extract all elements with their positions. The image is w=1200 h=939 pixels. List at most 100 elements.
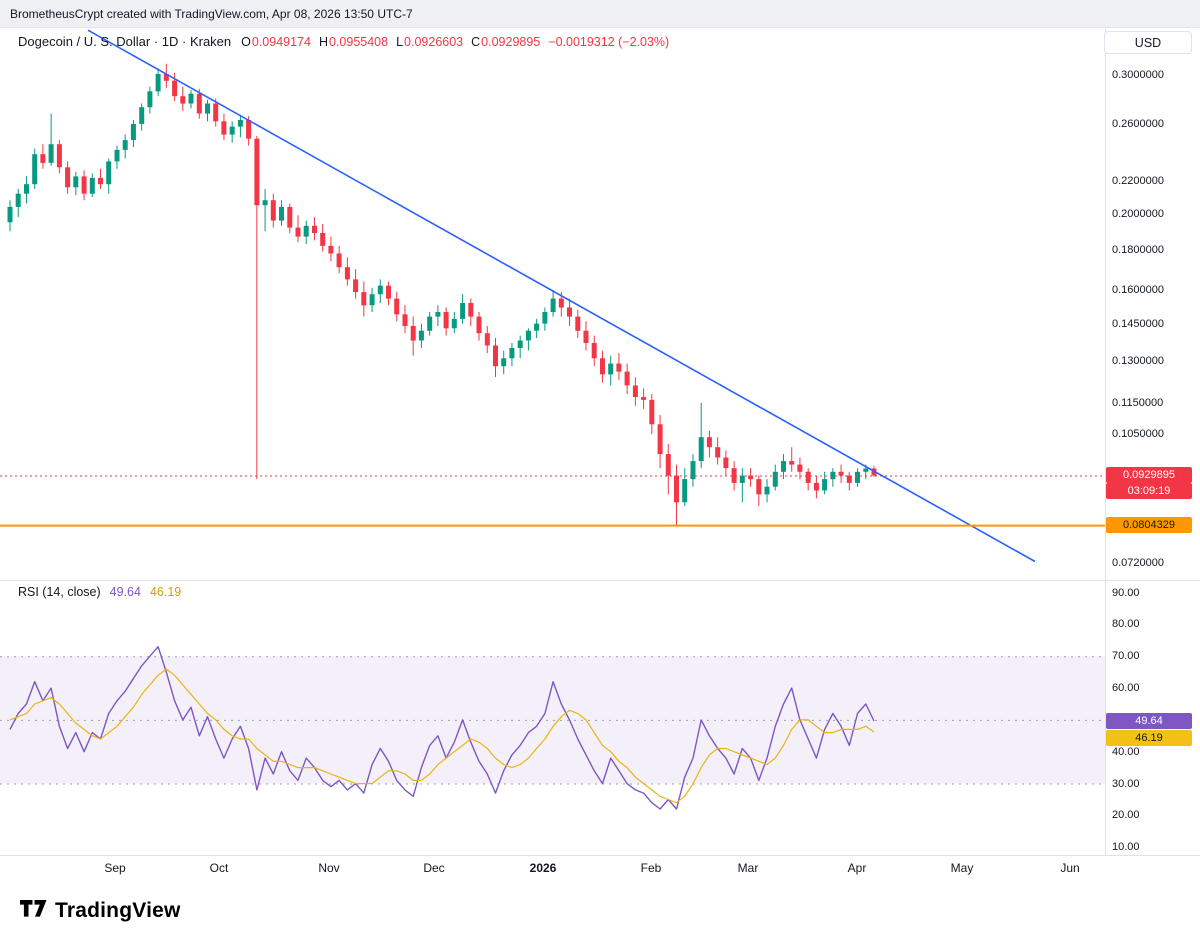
candle-body: [748, 475, 754, 480]
candle-body: [98, 177, 103, 185]
tradingview-logo-icon[interactable]: [20, 899, 47, 922]
candle-body: [863, 468, 869, 472]
candle-body: [377, 285, 383, 295]
candle-body: [73, 176, 79, 188]
symbol-legend[interactable]: Dogecoin / U. S. Dollar · 1D · Kraken O0…: [18, 34, 669, 49]
candle-body: [386, 285, 391, 299]
symbol-title: Dogecoin / U. S. Dollar · 1D · Kraken: [18, 34, 232, 49]
candle-body: [328, 245, 334, 254]
candle-body: [657, 424, 663, 455]
candle-body: [344, 267, 350, 280]
candle-body: [822, 479, 828, 491]
rsi-legend[interactable]: RSI (14, close) 49.64 46.19: [18, 585, 181, 599]
candle-body: [369, 294, 375, 306]
candle-body: [698, 437, 704, 461]
candle-body: [163, 73, 169, 81]
candle-body: [287, 206, 293, 228]
candle-body: [468, 303, 474, 317]
candle-body: [649, 399, 655, 425]
candle-body: [674, 475, 679, 503]
candle-body: [534, 323, 540, 331]
footer: TradingView: [0, 882, 1200, 939]
attribution-text: BrometheusCrypt created with TradingView…: [10, 6, 413, 21]
candle-body: [221, 121, 227, 135]
candle-body: [418, 330, 424, 341]
candle-body: [65, 167, 71, 188]
candle-body: [723, 457, 729, 469]
candle-body: [830, 471, 836, 480]
candle-body: [172, 80, 178, 97]
candle-body: [550, 298, 556, 312]
candle-body: [501, 358, 507, 367]
ohlc-low: L0.0926603: [396, 35, 464, 49]
candle-body: [262, 200, 268, 206]
trendline-drawing: [87, 29, 1036, 563]
candle-body: [509, 348, 515, 359]
candle-body: [246, 120, 252, 139]
candle-body: [460, 303, 466, 319]
rsi-line: [9, 646, 875, 810]
candle-body: [558, 298, 564, 308]
tradingview-wordmark[interactable]: TradingView: [55, 898, 181, 922]
candle-body: [89, 177, 95, 194]
candle-body: [443, 312, 449, 329]
candle-body: [15, 193, 21, 207]
candle-body: [32, 154, 38, 185]
candle-body: [394, 298, 400, 315]
candle-body: [797, 464, 803, 472]
candle-body: [427, 316, 433, 331]
candle-body: [641, 397, 647, 400]
candle-body: [715, 447, 721, 458]
candle-body: [575, 316, 581, 331]
candle-body: [270, 200, 276, 221]
price-change: −0.0019312 (−2.03%): [548, 35, 670, 49]
candle-body: [312, 225, 317, 233]
candle-body: [237, 120, 243, 127]
candle-body: [147, 91, 153, 108]
candle-body: [155, 73, 161, 92]
candle-body: [303, 225, 309, 237]
candle-body: [435, 312, 441, 317]
ohlc-values: O0.0949174 H0.0955408 L0.0926603 C0.0929…: [241, 35, 669, 49]
candle-body: [855, 471, 860, 483]
candle-body: [410, 326, 416, 341]
candle-body: [476, 316, 482, 334]
candle-body: [279, 206, 284, 221]
candle-body: [493, 345, 498, 367]
candle-body: [402, 314, 408, 326]
candle-body: [591, 343, 597, 359]
candle-body: [254, 138, 260, 206]
ohlc-close: C0.0929895: [471, 35, 541, 49]
candle-body: [706, 437, 712, 448]
candle-body: [624, 371, 630, 386]
candle-body: [205, 103, 210, 114]
ohlc-open: O0.0949174: [241, 35, 311, 49]
rsi-indicator-title: RSI (14, close): [18, 585, 101, 599]
candle-body: [682, 479, 688, 503]
candle-body: [813, 482, 819, 491]
usd-currency-button[interactable]: USD: [1104, 31, 1192, 54]
candle-body: [608, 363, 614, 375]
candle-body: [600, 358, 605, 375]
candle-body: [632, 385, 638, 397]
candle-body: [7, 206, 13, 223]
candle-body: [517, 340, 523, 348]
candle-body: [106, 161, 112, 185]
attribution-bar: BrometheusCrypt created with TradingView…: [0, 0, 1200, 28]
candle-body: [40, 154, 46, 163]
candle-body: [789, 461, 795, 465]
candle-body: [781, 461, 786, 472]
candle-body: [772, 471, 778, 487]
usd-button-label: USD: [1134, 35, 1162, 50]
rsi-based-ma-line: [9, 668, 875, 804]
candle-body: [24, 184, 29, 194]
candle-body: [188, 93, 194, 104]
candle-body: [690, 461, 696, 480]
candle-body: [320, 233, 326, 246]
candle-body: [196, 93, 202, 114]
candle-body: [616, 363, 622, 372]
candle-body: [484, 333, 490, 346]
candle-body: [739, 475, 745, 483]
candle-body: [295, 227, 301, 237]
